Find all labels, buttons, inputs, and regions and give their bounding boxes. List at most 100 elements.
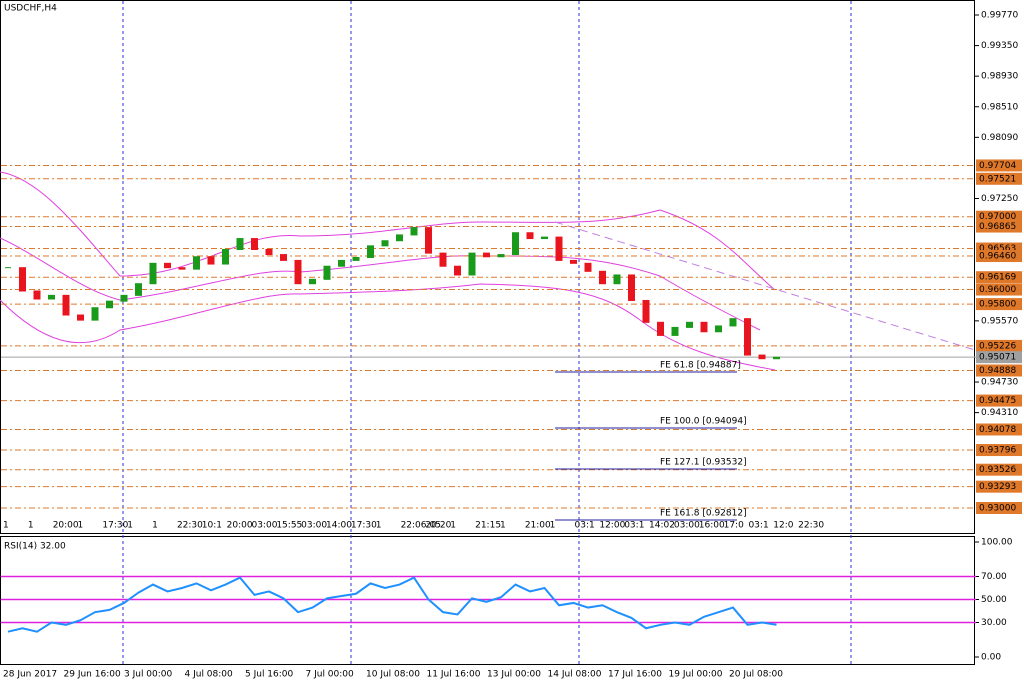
time-label: 22:06:05: [401, 521, 441, 531]
x-tick-label: 3 Jul 00:00: [124, 670, 173, 680]
candle-body: [62, 294, 70, 316]
x-tick-label: 19 Jul 00:00: [669, 670, 723, 680]
time-label: 1: [550, 521, 556, 531]
candle-body: [555, 236, 563, 261]
candle-body: [715, 325, 722, 333]
level-label: 0.96000: [979, 285, 1016, 295]
level-label: 0.95226: [979, 341, 1016, 351]
candle-body: [758, 354, 766, 360]
bollinger-bands: [0, 171, 776, 371]
pane-content: USDCHF,H4 0.99770 0.99350 0.98930 0.98510 0.9…: [1, 4, 1022, 531]
level-box: [976, 159, 1022, 172]
time-label: 20:20: [425, 521, 451, 531]
time-label: 14:02: [649, 521, 675, 531]
candle-body: [381, 240, 389, 247]
level-label: 0.97704: [979, 161, 1016, 171]
level-box: [976, 172, 1022, 185]
time-label: 1: [376, 521, 382, 531]
y-tick-label: 0.98510: [981, 102, 1018, 112]
time-label: 03:00: [251, 521, 277, 531]
y-tick-label: 50.00: [981, 595, 1007, 605]
level-label: 0.97000: [979, 212, 1016, 222]
candle-body: [541, 236, 548, 240]
candle-body: [497, 254, 505, 258]
candle-body: [744, 318, 751, 356]
candle-body: [19, 267, 26, 292]
candle-body: [584, 262, 592, 272]
candle-body: [729, 318, 737, 327]
x-tick-label: 29 Jun 16:00: [64, 670, 121, 680]
level-label: 0.97521: [979, 174, 1016, 184]
level-box: [976, 250, 1022, 263]
indicator-title: RSI(14) 32.00: [4, 542, 66, 552]
candle-body: [454, 265, 461, 276]
level-label: 0.94475: [979, 396, 1016, 406]
time-label: 03:00: [301, 521, 327, 531]
time-label: 03:1: [575, 521, 595, 531]
level-box: [976, 220, 1022, 233]
level-box: [976, 298, 1022, 311]
time-label: 21:00: [525, 521, 551, 531]
time-label: 1: [152, 521, 158, 531]
candle-body: [613, 274, 621, 285]
time-label: 1: [500, 521, 506, 531]
y-tick-label: 0.98090: [981, 133, 1018, 143]
y-tick-label: 0.99770: [981, 11, 1018, 21]
candle-body: [77, 314, 84, 321]
candle-body: [628, 274, 635, 301]
level-label: 0.94888: [979, 366, 1016, 376]
time-label: 1: [78, 521, 84, 531]
y-tick-label: 0.00: [981, 653, 1001, 663]
level-box: [976, 394, 1022, 407]
middle-band: [0, 237, 761, 331]
candle-body: [33, 290, 41, 300]
rsi-pane: [0, 536, 975, 665]
time-label: 17:0: [724, 521, 744, 531]
fe-label: FE 127.1 [0.93532]: [660, 458, 747, 468]
level-box: [976, 283, 1022, 296]
x-tick-label: 11 Jul 16:00: [427, 670, 481, 680]
x-tick-label: 5 Jul 16:00: [245, 670, 294, 680]
candle-body: [773, 356, 780, 360]
level-label: 0.96563: [979, 244, 1016, 254]
time-label: 22:30: [798, 521, 824, 531]
y-tick-label: 100.00: [981, 538, 1013, 548]
level-box: [976, 444, 1022, 457]
candle-body: [236, 238, 244, 250]
level-box: [976, 423, 1022, 436]
y-tick-label: 70.00: [981, 572, 1007, 582]
level-label: 0.93293: [979, 482, 1016, 492]
x-tick-label: 14 Jul 08:00: [548, 670, 602, 680]
price-pane: [0, 0, 975, 534]
time-label: 17:30: [102, 521, 128, 531]
candle-body: [468, 252, 476, 276]
y-tick-label: 30.00: [981, 618, 1007, 628]
x-tick-label: 7 Jul 00:00: [306, 670, 355, 680]
candle-body: [425, 227, 432, 254]
x-tick-label: 20 Jul 08:00: [729, 670, 783, 680]
candle-body: [149, 262, 157, 285]
candle-body: [671, 326, 679, 336]
level-box: [976, 463, 1022, 476]
level-label: 0.94078: [979, 425, 1016, 435]
candle-body: [657, 321, 664, 336]
upper-band: [0, 171, 776, 291]
level-label: 0.95800: [979, 300, 1016, 310]
time-label: 1: [450, 521, 456, 531]
candle-body: [164, 262, 171, 269]
trend-line: [554, 221, 976, 351]
candle-body: [251, 238, 258, 250]
candle-body: [439, 252, 447, 267]
y-tick-label: 0.94730: [981, 378, 1018, 388]
y-tick-label: 0.99350: [981, 41, 1018, 51]
level-box: [976, 339, 1022, 352]
level-box: [976, 271, 1022, 284]
candle-body: [207, 256, 215, 265]
candle-body: [483, 252, 490, 258]
current-price-box: [976, 351, 1022, 364]
time-label: 03:1: [748, 521, 768, 531]
candle-body: [599, 270, 606, 285]
candle-body: [512, 232, 519, 256]
level-box: [976, 480, 1022, 493]
candle-body: [570, 259, 577, 264]
